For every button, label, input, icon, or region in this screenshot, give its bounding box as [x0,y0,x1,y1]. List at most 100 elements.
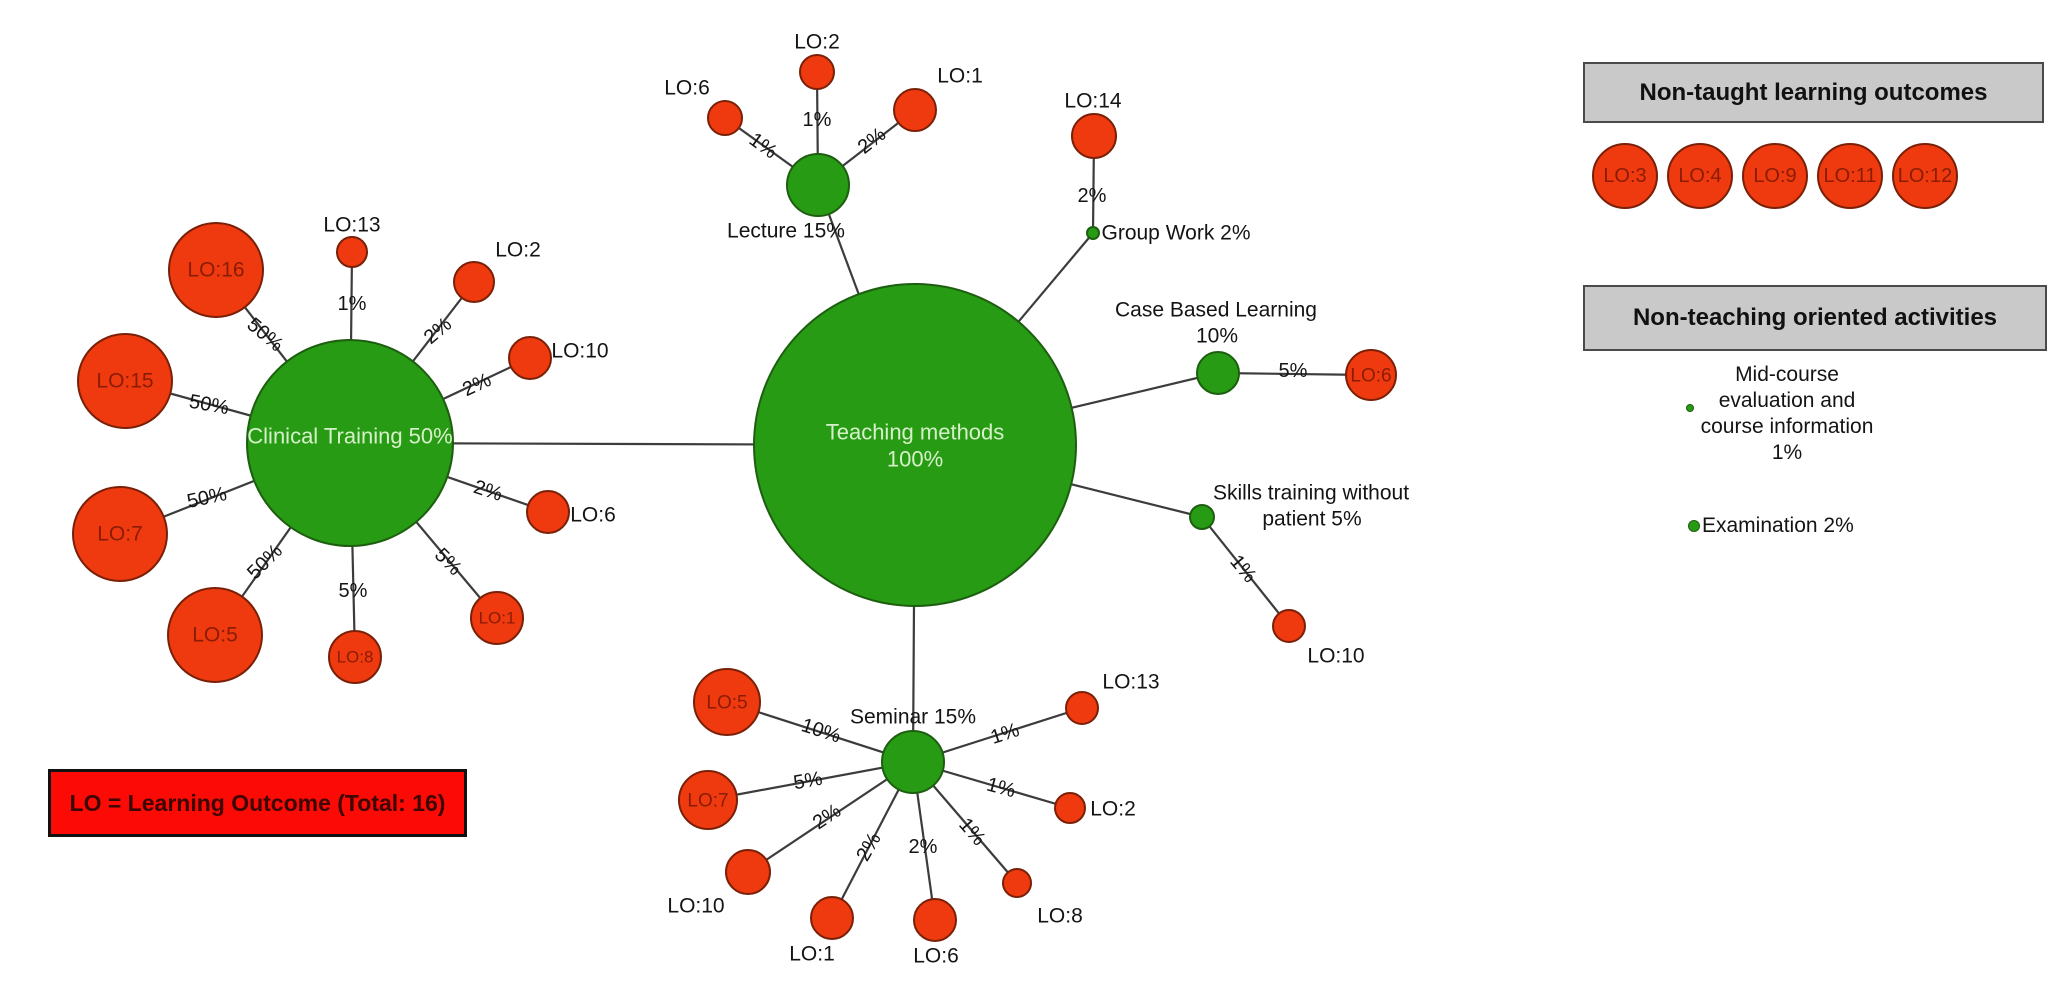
legend-lo-circle: LO:11 [1817,143,1883,209]
legend-lo-circle: LO:3 [1592,143,1658,209]
diagram-label: patient 5% [1262,508,1361,531]
node-cl_lo7 [72,486,168,582]
diagram-label: LO:13 [323,214,380,237]
node-sem_lo6 [913,898,957,942]
diagram-label: 2% [909,836,938,858]
edge-seminar-sem_lo10 [747,761,914,873]
non-taught-legend-title: Non-taught learning outcomes [1639,78,1988,106]
diagram-label: 1% [988,719,1022,749]
diagram-label: Lecture 15% [727,220,845,243]
diagram-label: 50% [243,540,287,584]
diagram-label: 2% [471,476,505,506]
node-sem_lo10 [725,849,771,895]
node-cl_lo2 [453,261,495,303]
node-sem_lo5 [693,668,761,736]
diagram-label: LO:10 [551,340,608,363]
node-sk_lo10 [1272,609,1306,643]
node-clinical [246,339,454,547]
node-cl_lo5 [167,587,263,683]
diagram-label: 5% [1279,360,1308,382]
non-taught-legend-box: Non-taught learning outcomes [1583,62,2044,123]
diagram-label: LO:2 [1090,798,1136,821]
diagram-label: LO:6 [570,504,616,527]
node-skills [1189,504,1215,530]
node-cl_lo6 [526,490,570,534]
diagram-label: 5% [792,768,825,795]
diagram-label: 5% [339,580,368,602]
diagram-label: LO:8 [1037,905,1083,928]
diagram-label: LO:10 [1307,645,1364,668]
diagram-label: 2% [420,313,456,349]
diagram-label: 10% [1196,325,1238,348]
node-lec_lo1 [893,88,937,132]
node-sem_lo13 [1065,691,1099,725]
node-lec_lo6 [707,100,743,136]
node-casebased [1196,351,1240,395]
diagram-label: LO:1 [937,65,983,88]
diagram-label: 1% [803,109,832,131]
diagram-label: 50% [243,314,288,357]
diagram-label: Seminar 15% [850,706,976,729]
footnote-box: LO = Learning Outcome (Total: 16) [48,769,467,837]
diagram-label: 50% [185,483,229,513]
diagram-label: LO:13 [1102,671,1159,694]
footnote-label: LO = Learning Outcome (Total: 16) [69,789,446,816]
node-cl_lo10 [508,336,552,380]
node-lec_lo2 [799,54,835,90]
diagram-label: LO:16 [187,259,244,282]
non-teaching-legend-title: Non-teaching oriented activities [1632,304,1998,331]
diagram-label: LO:5 [192,624,238,647]
node-lo14 [1071,113,1117,159]
diagram-label: 2% [1078,185,1107,207]
diagram-label: Case Based Learning [1115,299,1317,322]
legend-lo-circle: LO:4 [1667,143,1733,209]
non-taught-circles: LO:3 LO:4 LO:9 LO:11 LO:12 [1592,143,1958,209]
diagram-label: Skills training without [1213,482,1409,505]
node-sem_lo2 [1054,792,1086,824]
node-sem_lo7 [678,770,738,830]
diagram-label: 1% [338,293,367,315]
diagram-label: LO:8 [337,648,374,667]
examination-dot-icon [1688,520,1700,532]
node-cl_lo1 [470,591,524,645]
diagram-label: LO:7 [687,791,728,812]
diagram-label: LO:5 [706,693,747,714]
node-seminar [881,730,945,794]
diagram-label: Group Work 2% [1102,222,1251,245]
non-teaching-legend-box: Non-teaching oriented activities [1583,285,2047,351]
diagram-label: Teaching methods [826,420,1005,445]
diagram-label: 50% [187,391,230,420]
node-groupwork [1086,226,1100,240]
diagram-label: 1% [745,129,781,164]
edge-seminar-sem_lo7 [707,760,914,802]
node-sem_lo8 [1002,868,1032,898]
node-sem_lo1 [810,896,854,940]
diagram-label: LO:14 [1064,90,1122,113]
diagram-label: 2% [459,369,495,401]
edge-skills-sk_lo10 [1201,516,1290,627]
examination-label: Examination 2% [1702,514,1854,537]
node-cl_lo8 [328,630,382,684]
diagram-label: Clinical Training 50% [247,424,452,449]
node-cl_lo15 [77,333,173,429]
legend-lo-circle: LO:12 [1892,143,1958,209]
node-cl_lo13 [336,236,368,268]
node-cb_lo6 [1345,349,1397,401]
diagram-label: LO:6 [1350,366,1391,387]
diagram-label: LO:1 [789,943,835,966]
node-lecture [786,153,850,217]
node-teaching [753,283,1077,607]
diagram-label: 10% [799,714,844,747]
diagram-label: LO:15 [96,370,153,393]
diagram-label: LO:2 [495,239,541,262]
diagram-label: LO:10 [667,895,724,918]
diagram-label: 100% [887,447,943,472]
node-cl_lo16 [168,222,264,318]
diagram-label: LO:2 [794,31,840,54]
diagram-label: 2% [852,829,886,865]
diagram-label: LO:6 [913,945,959,968]
mid-course-label: Mid-course evaluation and course informa… [1700,363,1874,464]
diagram-label: LO:6 [664,77,710,100]
diagram-label: 1% [1225,551,1261,587]
